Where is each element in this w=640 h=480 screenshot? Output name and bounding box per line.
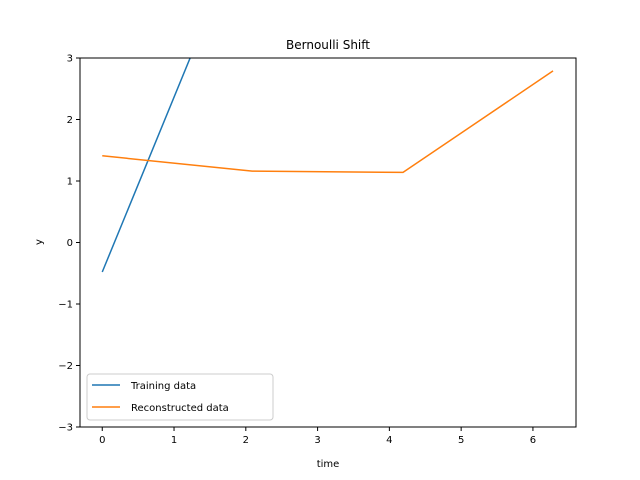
ticks-layer: 0 1 2 3 4 5 6 −3 −2 −1 0 1 2 3: [58, 54, 536, 447]
y-axis-label: y: [34, 239, 45, 245]
x-tick-label: 2: [243, 435, 249, 446]
x-tick-label: 0: [99, 435, 105, 446]
y-tick-label: 1: [67, 177, 73, 188]
y-tick-label: 3: [67, 54, 73, 65]
series-line-training-data: [101, 58, 191, 273]
series-line-reconstructed-data: [102, 70, 554, 174]
y-tick-label: −1: [58, 300, 73, 311]
y-tick-label: 0: [67, 238, 73, 249]
x-tick-label: 6: [530, 435, 536, 446]
y-tick-label: 2: [67, 115, 73, 126]
legend: Training data Reconstructed data: [86, 373, 274, 421]
legend-box: [86, 373, 274, 421]
chart-title: Bernoulli Shift: [286, 38, 370, 52]
legend-label-reconstructed-data: Reconstructed data: [131, 403, 229, 414]
y-tick-label: −3: [58, 423, 73, 434]
x-tick-label: 4: [386, 435, 392, 446]
x-tick-label: 5: [458, 435, 464, 446]
x-tick-label: 3: [314, 435, 320, 446]
x-tick-label: 1: [171, 435, 177, 446]
y-tick-label: −2: [58, 361, 73, 372]
legend-label-training-data: Training data: [130, 381, 196, 392]
series-layer: [101, 58, 554, 273]
x-axis-label: time: [317, 459, 340, 470]
